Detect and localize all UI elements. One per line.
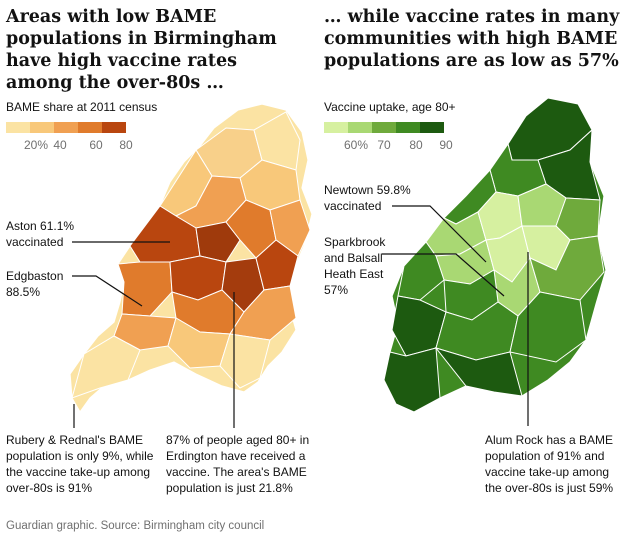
erdington-annotation: 87% of people aged 80+ in Erdington have… xyxy=(166,433,310,495)
alum-rock-annotation: Alum Rock has a BAME population of 91% a… xyxy=(485,433,614,495)
right-map-ward-far-south xyxy=(434,347,523,397)
right-legend-tick: 80 xyxy=(409,138,423,152)
left-map-ward-northeast xyxy=(253,111,301,171)
left-legend-swatch xyxy=(78,122,102,133)
left-legend-tick: 40 xyxy=(53,138,67,152)
newtown-leader-line xyxy=(392,205,487,263)
right-map-title: … while vaccine rates in many communitie… xyxy=(324,7,620,71)
right-legend-bar xyxy=(324,122,444,133)
left-map-ward-edgbaston xyxy=(117,261,173,317)
sparkbrook-leader-line xyxy=(382,253,505,297)
right-legend-swatch xyxy=(372,122,396,133)
left-legend-tick: 20% xyxy=(23,138,49,152)
rubery-annotation: Rubery & Rednal's BAME population is onl… xyxy=(6,433,154,495)
right-legend-swatch xyxy=(348,122,372,133)
left-legend-swatch xyxy=(6,122,30,133)
left-map xyxy=(69,103,313,414)
left-legend-tick: 60 xyxy=(89,138,103,152)
right-legend-swatch xyxy=(396,122,420,133)
right-legend-swatch xyxy=(324,122,348,133)
edgbaston-leader-line xyxy=(72,275,143,307)
left-map-ward-handsworth xyxy=(195,221,241,263)
right-map xyxy=(383,97,607,413)
left-legend-bar xyxy=(6,122,126,133)
right-legend-tick: 90 xyxy=(439,138,453,152)
left-legend-swatch xyxy=(54,122,78,133)
right-legend-tick: 60% xyxy=(343,138,369,152)
source-credit: Guardian graphic. Source: Birmingham cit… xyxy=(6,520,265,532)
left-map-ward-far-south xyxy=(219,333,271,389)
left-legend-swatch xyxy=(102,122,126,133)
left-legend-tick: 80 xyxy=(119,138,133,152)
left-map-ward-alum-rock xyxy=(255,239,299,291)
right-legend-title: Vaccine uptake, age 80+ xyxy=(324,100,456,114)
left-legend-title: BAME share at 2011 census xyxy=(6,100,158,114)
edgbaston-annotation: Edgbaston 88.5% xyxy=(6,269,64,299)
right-legend-tick: 70 xyxy=(377,138,391,152)
aston-annotation: Aston 61.1% vaccinated xyxy=(6,219,75,249)
newtown-annotation: Newtown 59.8% vaccinated xyxy=(324,183,411,213)
left-legend-swatch xyxy=(30,122,54,133)
left-map-ward-rubery xyxy=(71,335,141,399)
right-map-ward-rubery xyxy=(383,347,441,413)
sparkbrook-annotation: Sparkbrook and Balsall Heath East 57% xyxy=(324,235,386,297)
left-map-title: Areas with low BAME populations in Birmi… xyxy=(6,7,277,93)
right-legend-swatch xyxy=(420,122,444,133)
left-map-ward-far-east xyxy=(269,199,311,257)
